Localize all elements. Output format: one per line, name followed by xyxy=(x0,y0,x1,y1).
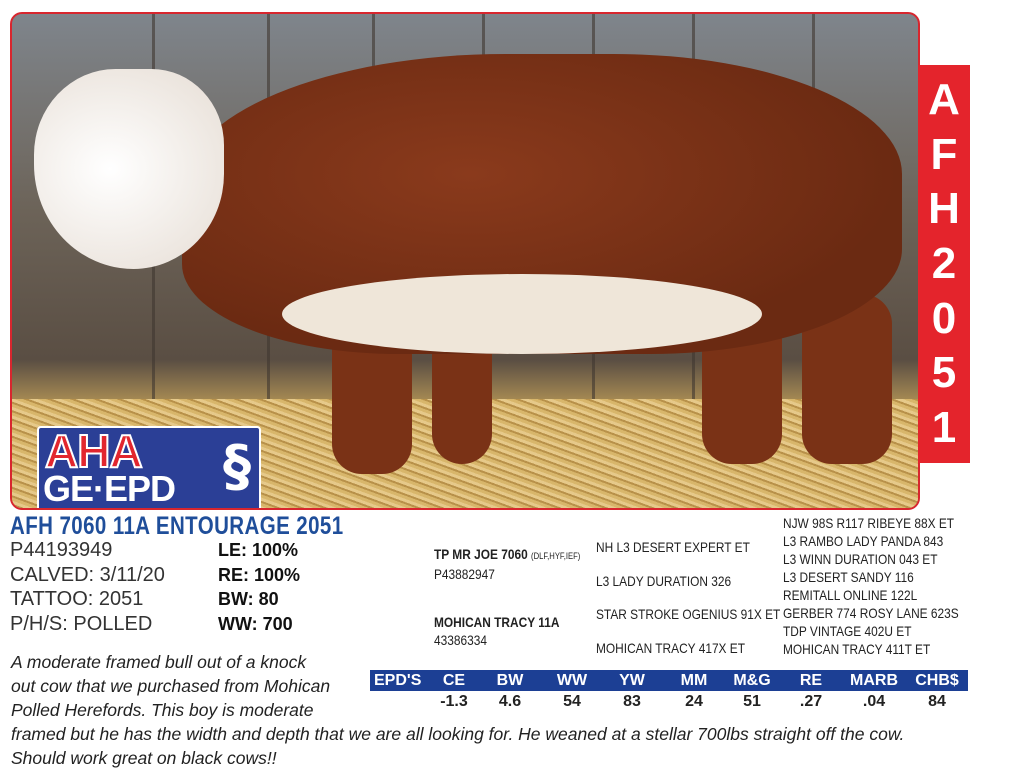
epd-header: MM xyxy=(680,672,708,689)
great-grandparent: MOHICAN TRACY 411T ET xyxy=(783,641,931,657)
bw-stat: BW: 80 xyxy=(218,589,279,609)
registration: P44193949 xyxy=(10,539,113,561)
ww-stat: WW: 700 xyxy=(218,613,293,634)
bull-head xyxy=(34,69,224,269)
epd-value: .27 xyxy=(799,693,823,710)
tag-letter: 1 xyxy=(931,402,957,452)
polled-status: P/H/S: POLLED xyxy=(10,612,153,635)
description-line: A moderate framed bull out of a knock xyxy=(11,652,307,672)
description-line: out cow that we purchased from Mohican xyxy=(11,676,331,696)
great-grandparents: NJW 98S R117 RIBEYE 88X ET L3 RAMBO LADY… xyxy=(783,514,959,658)
grandparent: MOHICAN TRACY 417X ET xyxy=(596,639,746,656)
great-grandparent: REMITALL ONLINE 122L xyxy=(783,587,918,603)
great-grandparent: GERBER 774 ROSY LANE 623S xyxy=(783,605,959,621)
epd-value: -1.3 xyxy=(440,693,468,710)
sire-codes: (DLF,HYF,IEF) xyxy=(531,551,581,561)
tag-letter: 2 xyxy=(931,238,957,288)
epd-header: CHB$ xyxy=(915,672,959,689)
epd-value: 24 xyxy=(685,693,703,710)
animal-info: P44193949 CALVED: 3/11/20 TATTOO: 2051 P… xyxy=(10,538,165,636)
bull-photo: AHA GE·EPD § xyxy=(10,12,920,510)
aha-ge-epd-logo: AHA GE·EPD § xyxy=(37,424,261,509)
description-line: framed but he has the width and depth th… xyxy=(11,724,905,744)
grandparent: NH L3 DESERT EXPERT ET xyxy=(596,539,750,555)
tattoo: TATTOO: 2051 xyxy=(10,588,144,610)
tattoo-tag-banner: A F H 2 0 5 1 xyxy=(918,65,970,463)
performance-stats: LE: 100% RE: 100% BW: 80 WW: 700 xyxy=(218,538,300,636)
epd-header: M&G xyxy=(733,672,771,689)
great-grandparent: L3 DESERT SANDY 116 xyxy=(783,569,914,585)
calved-date: CALVED: 3/11/20 xyxy=(10,563,165,586)
grandparent: STAR STROKE OGENIUS 91X ET xyxy=(596,606,781,622)
great-grandparent: L3 WINN DURATION 043 ET xyxy=(783,551,938,567)
le-stat: LE: 100% xyxy=(218,540,299,560)
tag-letter: H xyxy=(928,184,960,234)
dna-icon: § xyxy=(223,434,251,499)
tag-letter: A xyxy=(928,75,960,125)
tag-letter: 0 xyxy=(931,293,957,343)
epd-header: MARB xyxy=(850,672,898,689)
epd-value: 4.6 xyxy=(498,693,522,710)
sire-name: TP MR JOE 7060 xyxy=(434,546,528,562)
great-grandparent: L3 RAMBO LADY PANDA 843 xyxy=(783,533,944,549)
great-grandparent: TDP VINTAGE 402U ET xyxy=(783,623,912,639)
sire: TP MR JOE 7060 (DLF,HYF,IEF) P43882947 xyxy=(434,545,580,583)
epd-value: 83 xyxy=(623,693,641,710)
epd-label: EPD'S xyxy=(374,672,422,689)
logo-ge-epd: GE·EPD xyxy=(43,468,176,509)
tag-letter: 5 xyxy=(931,348,957,398)
tag-letter: F xyxy=(930,129,958,179)
epd-value: 54 xyxy=(563,693,581,710)
epd-value: .04 xyxy=(862,693,886,710)
epd-header: BW xyxy=(496,672,524,689)
description: A moderate framed bull out of a knock ou… xyxy=(11,650,904,770)
epd-value: 51 xyxy=(743,693,761,710)
description-line: Polled Herefords. This boy is moderate xyxy=(11,700,314,720)
logo-aha: AHA xyxy=(44,424,144,478)
epd-header-row: EPD'S CE BW WW YW MM M&G RE MARB CHB$ xyxy=(370,670,968,691)
epd-value-row: -1.3 4.6 54 83 24 51 .27 .04 84 xyxy=(370,691,968,713)
bull-belly xyxy=(282,274,762,354)
epd-header: YW xyxy=(619,672,645,689)
dam-reg: 43386334 xyxy=(434,632,487,648)
sire-reg: P43882947 xyxy=(434,566,495,582)
epd-header: CE xyxy=(442,672,466,689)
great-grandparent: NJW 98S R117 RIBEYE 88X ET xyxy=(783,515,955,531)
epd-value: 84 xyxy=(928,693,946,710)
epd-header: RE xyxy=(799,672,823,689)
dam-name: MOHICAN TRACY 11A xyxy=(434,614,560,630)
grandparents: NH L3 DESERT EXPERT ET L3 LADY DURATION … xyxy=(596,531,780,665)
animal-name: AFH 7060 11A ENTOURAGE 2051 xyxy=(10,512,344,540)
description-line: Should work great on black cows!! xyxy=(11,748,277,768)
dam: MOHICAN TRACY 11A 43386334 xyxy=(434,613,559,649)
epd-table: EPD'S CE BW WW YW MM M&G RE MARB CHB$ -1… xyxy=(370,670,968,713)
epd-header: WW xyxy=(556,672,588,689)
grandparent: L3 LADY DURATION 326 xyxy=(596,572,732,589)
re-stat: RE: 100% xyxy=(218,564,301,585)
